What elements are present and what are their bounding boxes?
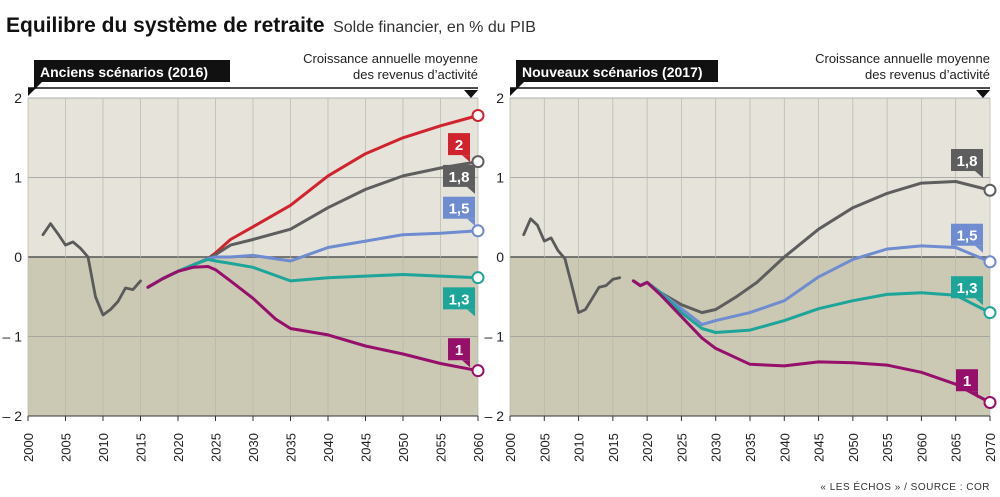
x-tick-label: 2040	[777, 433, 792, 462]
y-tick-label: – 2	[485, 408, 505, 424]
series-endpoint	[985, 397, 996, 408]
x-tick-label: 2030	[246, 433, 261, 462]
panel-title: Anciens scénarios (2016)	[40, 64, 208, 80]
series-endpoint	[473, 110, 484, 121]
y-tick-label: – 1	[3, 329, 23, 345]
series-endpoint	[985, 307, 996, 318]
legend-title-line: Croissance annuelle moyenne	[815, 51, 990, 66]
series-label: 1,8	[449, 169, 470, 186]
endpoint-marker	[976, 90, 990, 98]
x-tick-label: 2015	[134, 433, 149, 462]
series-label: 1,8	[957, 153, 978, 170]
x-tick-label: 2045	[359, 433, 374, 462]
charts-canvas: 2 1 0 – 1 – 2 2000 2005 2010 2015 2020 2025 2030 203…	[0, 0, 1000, 497]
x-tick-label: 2015	[606, 433, 621, 462]
y-tick-label: 2	[14, 90, 22, 106]
source-note: « LES ÉCHOS » / SOURCE : COR	[820, 482, 990, 493]
x-tick-label: 2020	[640, 433, 655, 462]
series-endpoint	[473, 272, 484, 283]
series-label: 1	[455, 342, 463, 359]
endpoint-marker	[464, 90, 478, 98]
x-tick-label: 2005	[59, 433, 74, 462]
x-tick-label: 2070	[983, 433, 998, 462]
chart-panel-1: 2 1 0 – 1 – 2 2000 2005 2010 2015 2020 2025 2030 203…	[3, 51, 486, 462]
series-label: 1	[963, 373, 971, 390]
x-tick-label: 2005	[537, 433, 552, 462]
panel-title-notch	[516, 82, 524, 90]
series-endpoint	[985, 185, 996, 196]
x-tick-label: 2060	[914, 433, 929, 462]
x-tick-label: 2000	[503, 433, 518, 462]
x-tick-label: 2030	[709, 433, 724, 462]
x-tick-label: 2020	[171, 433, 186, 462]
x-tick-label: 2010	[572, 433, 587, 462]
y-tick-label: – 2	[3, 408, 23, 424]
x-tick-label: 2040	[321, 433, 336, 462]
x-tick-label: 2055	[880, 433, 895, 462]
y-tick-label: 2	[496, 90, 504, 106]
series-label: 1,3	[957, 280, 978, 297]
x-tick-label: 2050	[846, 433, 861, 462]
x-tick-label: 2055	[434, 433, 449, 462]
y-tick-label: 0	[14, 249, 22, 265]
chart-panel-2: 2 1 0 – 1 – 2 2000 2005 2010 2015 2020 2025 2030 203…	[485, 51, 998, 462]
x-tick-label: 2060	[471, 433, 486, 462]
series-endpoint	[985, 256, 996, 267]
series-endpoint	[473, 225, 484, 236]
panel-title: Nouveaux scénarios (2017)	[522, 64, 703, 80]
y-tick-label: – 1	[485, 329, 505, 345]
x-tick-label: 2025	[674, 433, 689, 462]
x-tick-label: 2035	[743, 433, 758, 462]
x-tick-label: 2000	[21, 433, 36, 462]
legend-title-line: des revenus d’activité	[353, 67, 478, 82]
x-tick-label: 2065	[949, 433, 964, 462]
x-tick-label: 2010	[96, 433, 111, 462]
legend-title-line: Croissance annuelle moyenne	[303, 51, 478, 66]
panel-title-notch	[34, 82, 42, 90]
series-label: 2	[455, 137, 463, 154]
legend-title-line: des revenus d’activité	[865, 67, 990, 82]
y-tick-label: 0	[496, 249, 504, 265]
y-tick-label: 1	[14, 170, 22, 186]
series-endpoint	[473, 365, 484, 376]
x-tick-label: 2035	[284, 433, 299, 462]
x-tick-label: 2045	[812, 433, 827, 462]
x-tick-label: 2050	[396, 433, 411, 462]
y-tick-label: 1	[496, 170, 504, 186]
series-label: 1,5	[449, 201, 470, 218]
series-label: 1,5	[957, 228, 978, 245]
series-label: 1,3	[449, 291, 470, 308]
x-tick-label: 2025	[209, 433, 224, 462]
